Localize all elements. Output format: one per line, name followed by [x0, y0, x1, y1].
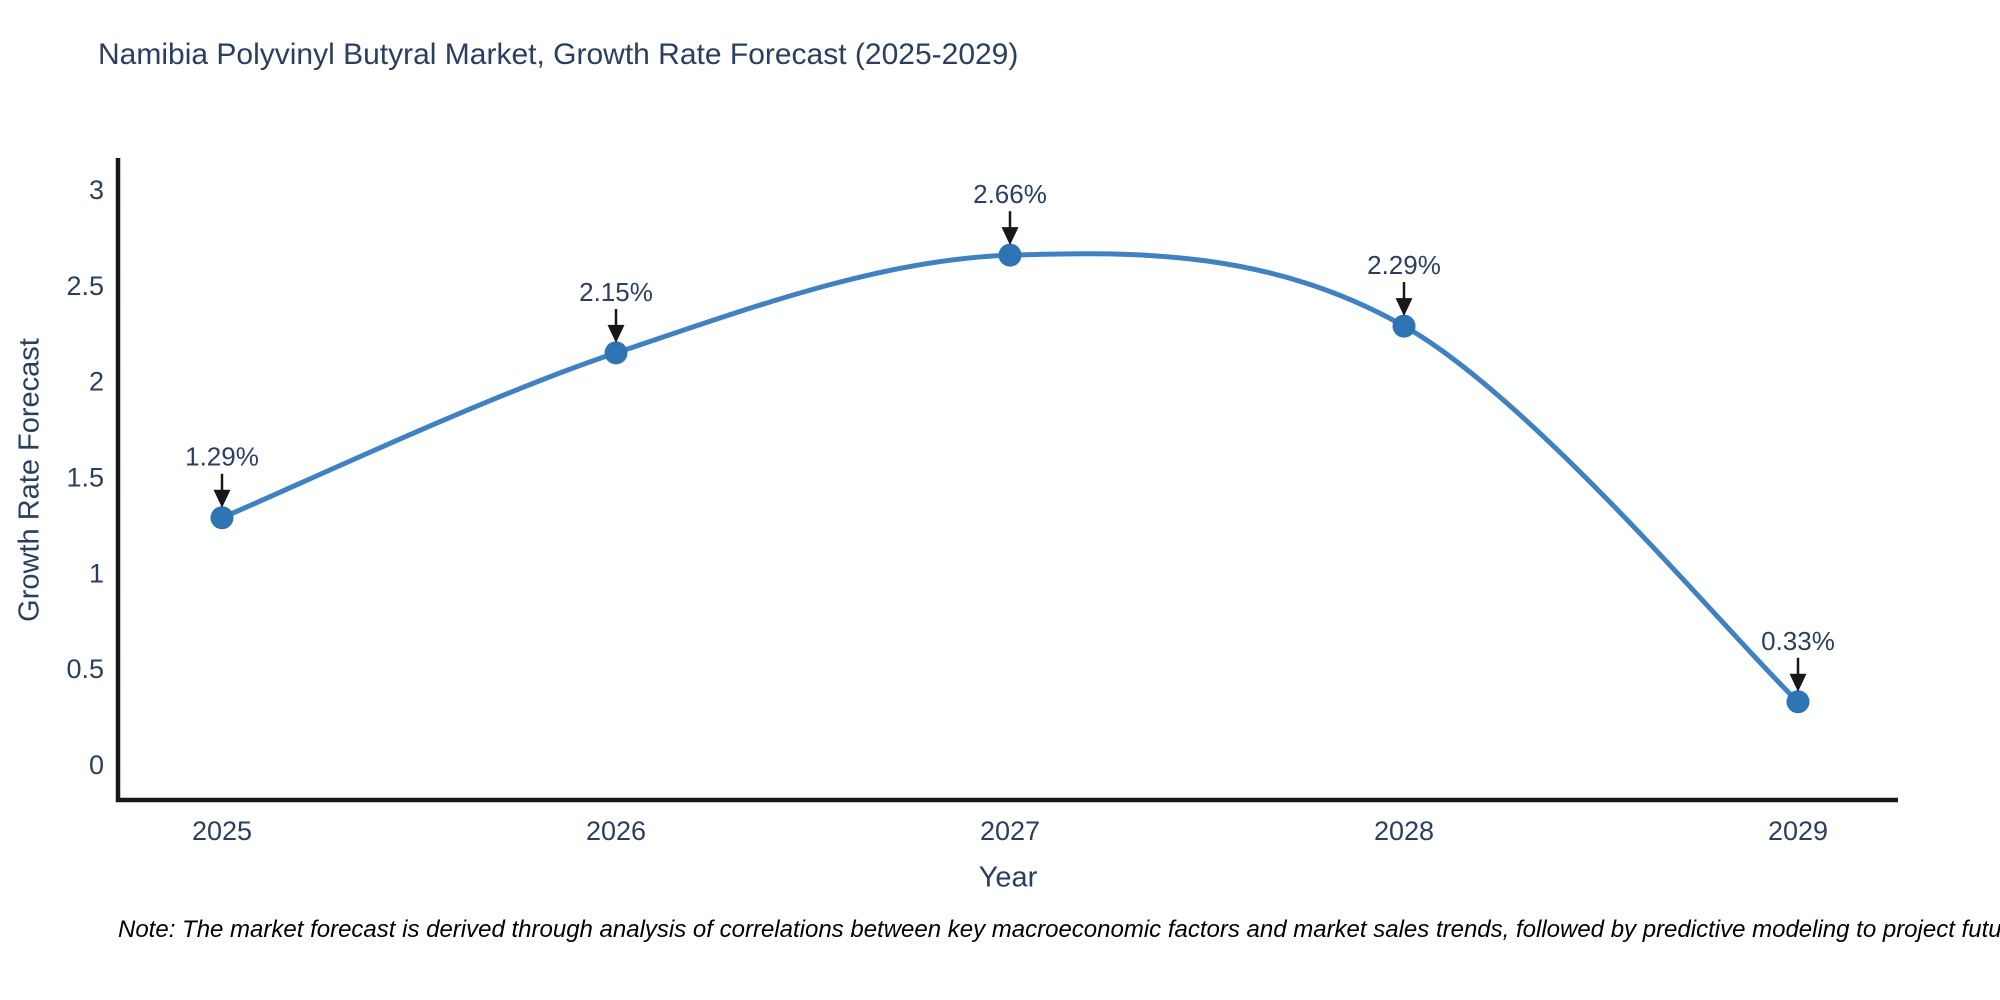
y-axis-title: Growth Rate Forecast [13, 338, 46, 622]
y-tick-label: 1 [89, 558, 104, 588]
annotation-arrowhead [1395, 298, 1413, 317]
x-axis-title: Year [978, 861, 1038, 894]
series-line [219, 251, 1801, 705]
annotation-arrowhead [1001, 227, 1019, 246]
y-tick-label: 2.5 [66, 271, 104, 301]
y-tick-label: 0.5 [66, 654, 104, 684]
data-point-marker [998, 243, 1022, 267]
y-tick-label: 1.5 [66, 462, 104, 492]
point-value-label: 2.15% [579, 277, 653, 307]
point-value-label: 1.29% [185, 442, 259, 472]
annotation-arrowhead [213, 489, 231, 508]
data-point-marker [1786, 690, 1810, 714]
x-tick-label: 2026 [586, 816, 646, 846]
footnote: Note: The market forecast is derived thr… [118, 916, 2000, 943]
x-tick-label: 2025 [192, 816, 252, 846]
point-value-label: 2.29% [1367, 250, 1441, 280]
data-point-marker [1392, 314, 1416, 338]
data-point-marker [210, 506, 234, 530]
annotation-arrowhead [607, 324, 625, 343]
data-point-marker [604, 341, 628, 365]
point-value-label: 2.66% [973, 179, 1047, 209]
x-tick-label: 2029 [1768, 816, 1828, 846]
point-value-label: 0.33% [1761, 626, 1835, 656]
y-tick-label: 3 [89, 175, 104, 205]
annotation-arrowhead [1789, 673, 1807, 692]
y-tick-label: 2 [89, 367, 104, 397]
y-tick-label: 0 [89, 750, 104, 780]
x-tick-label: 2027 [980, 816, 1040, 846]
x-tick-label: 2028 [1374, 816, 1434, 846]
chart-title: Namibia Polyvinyl Butyral Market, Growth… [98, 38, 1019, 71]
